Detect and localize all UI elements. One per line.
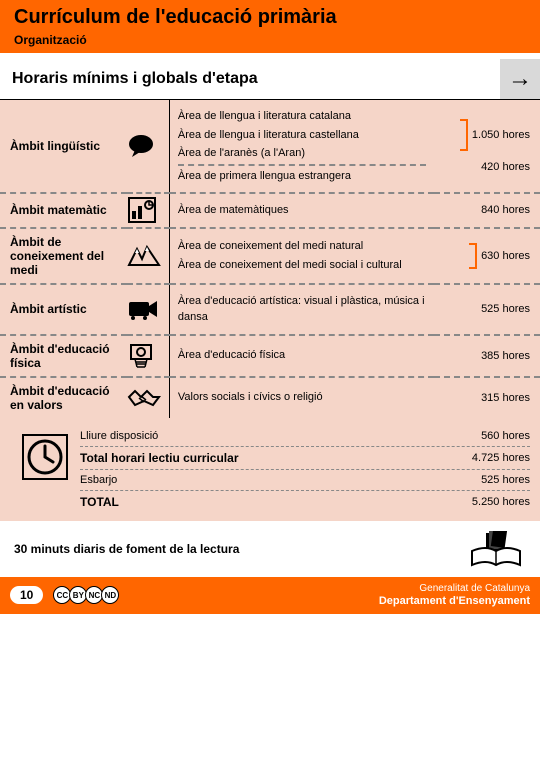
areas: Àrea d'educació física [169, 335, 434, 377]
arrow-icon: → [500, 59, 540, 99]
hours-value: 1.050 hores [472, 129, 530, 141]
summary-row: TOTAL 5.250 hores [80, 491, 530, 513]
area: Àrea de matemàtiques [178, 202, 426, 219]
areas: Àrea de coneixement del medi natural Àre… [169, 228, 434, 284]
area: Àrea d'educació física [178, 347, 426, 364]
hours-value: 525 hores [481, 303, 530, 315]
summary-row: Esbarjo 525 hores [80, 470, 530, 491]
cc-license-icon: CCBYNCND [53, 586, 117, 604]
hours: 1.050 hores 420 hores [434, 100, 540, 193]
summary-block: Lliure disposició 560 hores Total horari… [0, 418, 540, 521]
summary-label: Lliure disposició [80, 430, 475, 442]
area: Àrea de coneixement del medi social i cu… [178, 257, 426, 274]
ambit-row: Àmbit de coneixement del medi Àrea de co… [0, 228, 540, 284]
book-icon [466, 531, 526, 567]
page-subtitle: Organització [14, 33, 526, 47]
ambit-row: Àmbit artístic Àrea d'educació artística… [0, 284, 540, 335]
footer-text: Generalitat de Catalunya Departament d'E… [379, 583, 530, 608]
section-title-row: Horaris mínims i globals d'etapa → [0, 59, 540, 100]
ambit-label: Àmbit matemàtic [0, 193, 127, 228]
summary-hours: 560 hores [475, 430, 530, 442]
hours-value: 420 hores [481, 161, 530, 173]
ambit-label: Àmbit d'educació en valors [0, 377, 127, 418]
ambit-label: Àmbit lingüístic [0, 100, 127, 193]
basketball-icon [127, 335, 169, 377]
area: Àrea de primera llengua estrangera [178, 168, 426, 185]
page-title: Currículum de l'educació primària [14, 6, 526, 29]
ambit-row: Àmbit lingüístic Àrea de llengua i liter… [0, 100, 540, 193]
summary-table: Lliure disposició 560 hores Total horari… [80, 426, 530, 513]
area: Àrea d'educació artística: visual i plàs… [178, 293, 426, 326]
speech-icon [127, 100, 169, 193]
ambit-label: Àmbit artístic [0, 284, 127, 335]
hours: 525 hores [434, 284, 540, 335]
ambit-label: Àmbit d'educació física [0, 335, 127, 377]
area: Àrea de l'aranès (a l'Aran) [178, 145, 426, 162]
hours: 840 hores [434, 193, 540, 228]
page-number: 10 [10, 586, 43, 604]
hours-value: 630 hores [481, 249, 530, 261]
camera-icon [127, 284, 169, 335]
section-title: Horaris mínims i globals d'etapa [0, 62, 500, 96]
summary-row: Lliure disposició 560 hores [80, 426, 530, 447]
summary-label: Total horari lectiu curricular [80, 451, 466, 465]
ambit-row: Àmbit d'educació física Àrea d'educació … [0, 335, 540, 377]
dept-name: Departament d'Ensenyament [379, 595, 530, 608]
ambit-row: Àmbit matemàtic Àrea de matemàtiques 840… [0, 193, 540, 228]
areas: Àrea de matemàtiques [169, 193, 434, 228]
summary-label: Esbarjo [80, 474, 475, 486]
ambit-label: Àmbit de coneixement del medi [0, 228, 127, 284]
hours: 385 hores [434, 335, 540, 377]
area: Àrea de coneixement del medi natural [178, 238, 426, 255]
clock-icon [10, 426, 80, 513]
summary-hours: 5.250 hores [466, 496, 530, 508]
hours-value: 840 hores [481, 204, 530, 216]
areas: Àrea de llengua i literatura catalana Àr… [169, 100, 434, 193]
ambit-row: Àmbit d'educació en valors Valors social… [0, 377, 540, 418]
area: Àrea de llengua i literatura castellana [178, 127, 426, 144]
summary-hours: 525 hores [475, 474, 530, 486]
areas: Valors socials i cívics o religió [169, 377, 434, 418]
hours: 315 hores [434, 377, 540, 418]
header: Currículum de l'educació primària Organi… [0, 0, 540, 53]
chart-icon [127, 193, 169, 228]
summary-hours: 4.725 hores [466, 452, 530, 464]
area: Valors socials i cívics o religió [178, 389, 426, 406]
reading-note: 30 minuts diaris de foment de la lectura [0, 521, 540, 577]
hours: 630 hores [434, 228, 540, 284]
hours-value: 385 hores [481, 350, 530, 362]
handshake-icon [127, 377, 169, 418]
ambits-table: Àmbit lingüístic Àrea de llengua i liter… [0, 100, 540, 418]
org-name: Generalitat de Catalunya [379, 583, 530, 595]
hours-value: 315 hores [481, 392, 530, 404]
reading-text: 30 minuts diaris de foment de la lectura [14, 542, 239, 556]
footer: 10 CCBYNCND Generalitat de Catalunya Dep… [0, 577, 540, 614]
mountain-icon [127, 228, 169, 284]
areas: Àrea d'educació artística: visual i plàs… [169, 284, 434, 335]
summary-label: TOTAL [80, 495, 466, 509]
summary-row: Total horari lectiu curricular 4.725 hor… [80, 447, 530, 470]
area: Àrea de llengua i literatura catalana [178, 108, 426, 125]
